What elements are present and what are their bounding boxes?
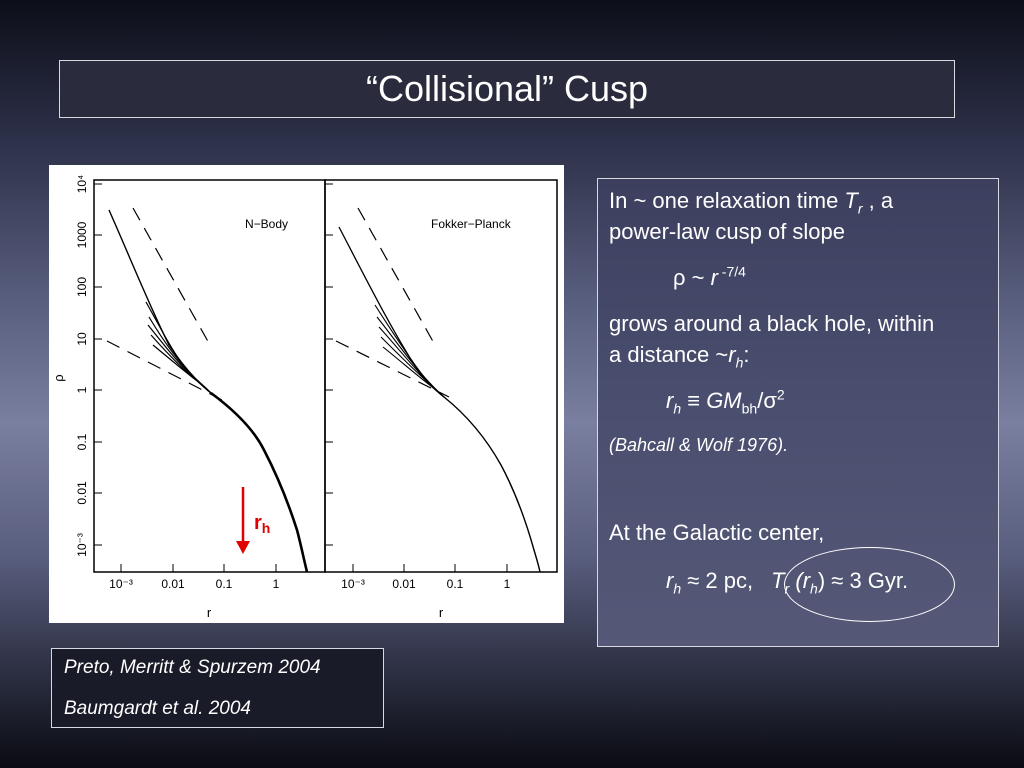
nbody-curves	[108, 209, 309, 573]
figure-element	[382, 346, 445, 398]
x-tick-label: 1	[504, 577, 511, 591]
density-profile-figure: 10⁴ 1000 100 10 1 0.1 0.01 10⁻³ ρ 10⁻³ 0…	[49, 165, 564, 623]
fokker-planck-guide-lines	[335, 207, 450, 398]
figure-element	[443, 396, 541, 573]
text-line-1: In ~ one relaxation time Tr , a	[609, 188, 894, 217]
y-tick-label: 10	[75, 332, 89, 346]
figure-element	[108, 209, 212, 394]
rh-annotation: rh	[254, 512, 270, 536]
x-axis-label: r	[439, 605, 444, 620]
y-tick-label: 10⁴	[75, 175, 89, 194]
x-tick-label: 0.1	[216, 577, 233, 591]
figure-element	[236, 541, 250, 554]
y-tick-label: 0.1	[75, 433, 89, 450]
x-ticks	[120, 564, 508, 572]
y-axis-label: ρ	[51, 374, 66, 381]
y-tick-label: 0.01	[75, 481, 89, 505]
figure-element	[210, 391, 309, 573]
figure-element	[335, 340, 450, 398]
figure-element	[376, 316, 445, 398]
x-tick-label: 10⁻³	[341, 577, 365, 591]
panel-label-fokker-planck: Fokker−Planck	[431, 217, 512, 231]
text-line-4: a distance ~rh:	[609, 342, 750, 371]
y-ticks	[94, 183, 333, 546]
figure-element	[374, 304, 445, 398]
references-box: Preto, Merritt & Spurzem 2004 Baumgardt …	[51, 648, 384, 728]
rh-definition: rh ≡ GMbh/σ2	[666, 386, 785, 417]
x-tick-label: 1	[273, 577, 280, 591]
figure-element	[148, 316, 212, 394]
x-axis-label: r	[207, 605, 212, 620]
rh-arrow-icon	[236, 487, 250, 554]
y-tick-label: 100	[75, 277, 89, 297]
y-tick-label: 1000	[75, 221, 89, 248]
nbody-guide-lines	[106, 207, 225, 402]
x-tick-label: 0.01	[161, 577, 185, 591]
x-tick-label: 10⁻³	[109, 577, 133, 591]
highlight-ellipse	[784, 547, 955, 622]
y-tick-label: 10⁻³	[75, 533, 89, 557]
panel-label-nbody: N−Body	[245, 217, 288, 231]
panel-frame-fokker-planck	[324, 179, 558, 573]
text-line-3: grows around a black hole, within	[609, 311, 935, 336]
figure-element	[152, 344, 212, 394]
reference-item: Preto, Merritt & Spurzem 2004	[64, 657, 321, 678]
rho-formula: ρ ~ r -7/4	[673, 263, 746, 290]
text-line-2: power-law cusp of slope	[609, 219, 846, 244]
figure-element	[357, 207, 436, 346]
x-tick-label: 0.01	[392, 577, 416, 591]
fokker-planck-curves	[338, 226, 541, 573]
reference-item: Baumgardt et al. 2004	[64, 698, 251, 719]
y-tick-label: 1	[75, 386, 89, 393]
slide-title: “Collisional” Cusp	[59, 60, 955, 118]
citation: (Bahcall & Wolf 1976).	[609, 435, 789, 455]
figure-element	[132, 207, 211, 346]
galactic-center-line: At the Galactic center,	[609, 520, 825, 545]
figure-element	[338, 226, 445, 398]
slide-title-text: “Collisional” Cusp	[365, 68, 649, 109]
x-tick-label: 0.1	[447, 577, 464, 591]
